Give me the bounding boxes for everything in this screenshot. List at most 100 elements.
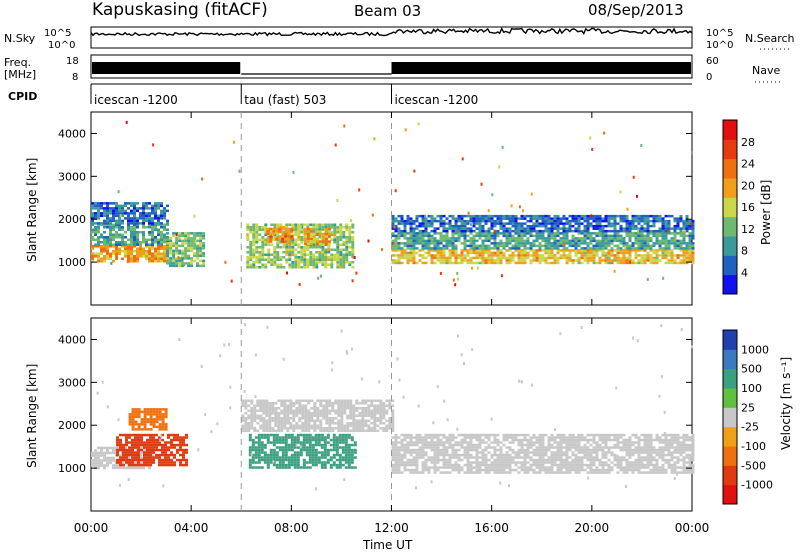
power-cell xyxy=(418,232,422,235)
power-cell xyxy=(475,261,479,265)
velocity-cell xyxy=(185,463,188,467)
power-cell xyxy=(249,241,253,244)
power-cell xyxy=(148,233,151,236)
power-cell xyxy=(333,241,337,244)
velocity-cell xyxy=(421,436,425,439)
power-speckle xyxy=(646,277,649,281)
power-cell xyxy=(430,249,434,252)
power-cell xyxy=(478,227,482,230)
power-cell xyxy=(619,259,623,262)
power-cell xyxy=(169,252,173,255)
power-speckle xyxy=(413,169,416,173)
velocity-cell xyxy=(281,456,285,459)
velocity-cell xyxy=(152,413,156,416)
velocity-cell xyxy=(149,438,152,442)
power-speckle xyxy=(224,260,227,264)
power-cell xyxy=(312,237,316,241)
velocity-cell xyxy=(415,448,419,452)
power-cell xyxy=(565,259,569,262)
power-cell xyxy=(601,247,605,250)
power-colorbar-tick: 24 xyxy=(741,158,755,171)
velocity-cell xyxy=(352,414,356,417)
power-cell xyxy=(255,241,259,244)
power-cell xyxy=(145,257,148,260)
power-cell xyxy=(658,259,662,262)
velocity-cell xyxy=(293,438,297,442)
velocity-cell xyxy=(158,461,161,464)
velocity-cell xyxy=(400,443,404,447)
power-cell xyxy=(118,236,121,239)
power-cell xyxy=(523,249,527,252)
power-cell xyxy=(272,227,276,231)
power-cell xyxy=(541,214,545,218)
power-cell xyxy=(391,232,395,235)
velocity-cell xyxy=(341,433,345,437)
power-cell xyxy=(571,237,575,240)
velocity-cell xyxy=(152,438,155,442)
power-cell xyxy=(466,234,470,238)
power-cell xyxy=(148,212,151,215)
velocity-cell xyxy=(128,458,131,462)
velocity-cell xyxy=(121,461,124,465)
power-cell xyxy=(661,249,665,252)
velocity-cell xyxy=(131,458,134,462)
power-cell xyxy=(484,219,488,223)
velocity-cell xyxy=(347,446,351,449)
power-cell xyxy=(287,232,291,236)
power-cell xyxy=(526,237,530,240)
power-cell xyxy=(586,247,590,250)
power-cell xyxy=(583,256,587,260)
velocity-cell xyxy=(427,441,431,444)
power-cell xyxy=(330,256,334,259)
power-cell xyxy=(172,262,176,265)
power-cell xyxy=(427,247,431,250)
velocity-cell xyxy=(244,404,248,407)
power-cell xyxy=(478,219,482,223)
power-cell xyxy=(351,226,355,229)
power-cell xyxy=(403,229,407,233)
power-cell xyxy=(553,256,557,260)
velocity-cell xyxy=(119,443,122,447)
velocity-cell xyxy=(505,446,509,449)
power-cell xyxy=(637,234,641,238)
velocity-cell xyxy=(109,459,112,462)
power-cell xyxy=(481,249,485,252)
velocity-cell xyxy=(304,409,308,412)
velocity-cell xyxy=(334,402,338,405)
power-cell xyxy=(499,254,503,257)
power-cell xyxy=(106,238,109,241)
power-cell xyxy=(673,224,677,228)
velocity-cell xyxy=(418,456,422,459)
velocity-cell xyxy=(391,448,395,452)
power-cell xyxy=(303,227,307,231)
velocity-cell xyxy=(406,448,410,452)
power-cell xyxy=(547,219,551,223)
power-cell xyxy=(664,237,668,240)
power-cell xyxy=(433,249,437,252)
velocity-cell xyxy=(325,412,329,415)
velocity-cell xyxy=(421,463,425,467)
power-speckle xyxy=(420,230,423,234)
power-cell xyxy=(682,234,686,238)
power-speckle xyxy=(181,258,184,262)
velocity-cell xyxy=(472,461,476,464)
power-cell xyxy=(100,222,103,225)
power-cell xyxy=(679,234,683,238)
power-cell xyxy=(166,252,170,255)
velocity-cell xyxy=(451,436,455,439)
power-cell xyxy=(523,242,527,245)
power-cell xyxy=(559,219,563,223)
velocity-cell xyxy=(391,414,395,417)
velocity-cell xyxy=(257,456,261,459)
power-cell xyxy=(202,234,206,238)
power-cell xyxy=(160,243,163,246)
power-cell xyxy=(151,219,154,223)
power-cell xyxy=(91,214,94,218)
velocity-cell xyxy=(529,443,533,447)
power-cell xyxy=(547,239,551,243)
velocity-cell xyxy=(532,441,536,444)
velocity-cell xyxy=(272,443,276,447)
power-cell xyxy=(145,255,148,258)
velocity-cell xyxy=(484,463,488,467)
power-cell xyxy=(640,232,644,235)
